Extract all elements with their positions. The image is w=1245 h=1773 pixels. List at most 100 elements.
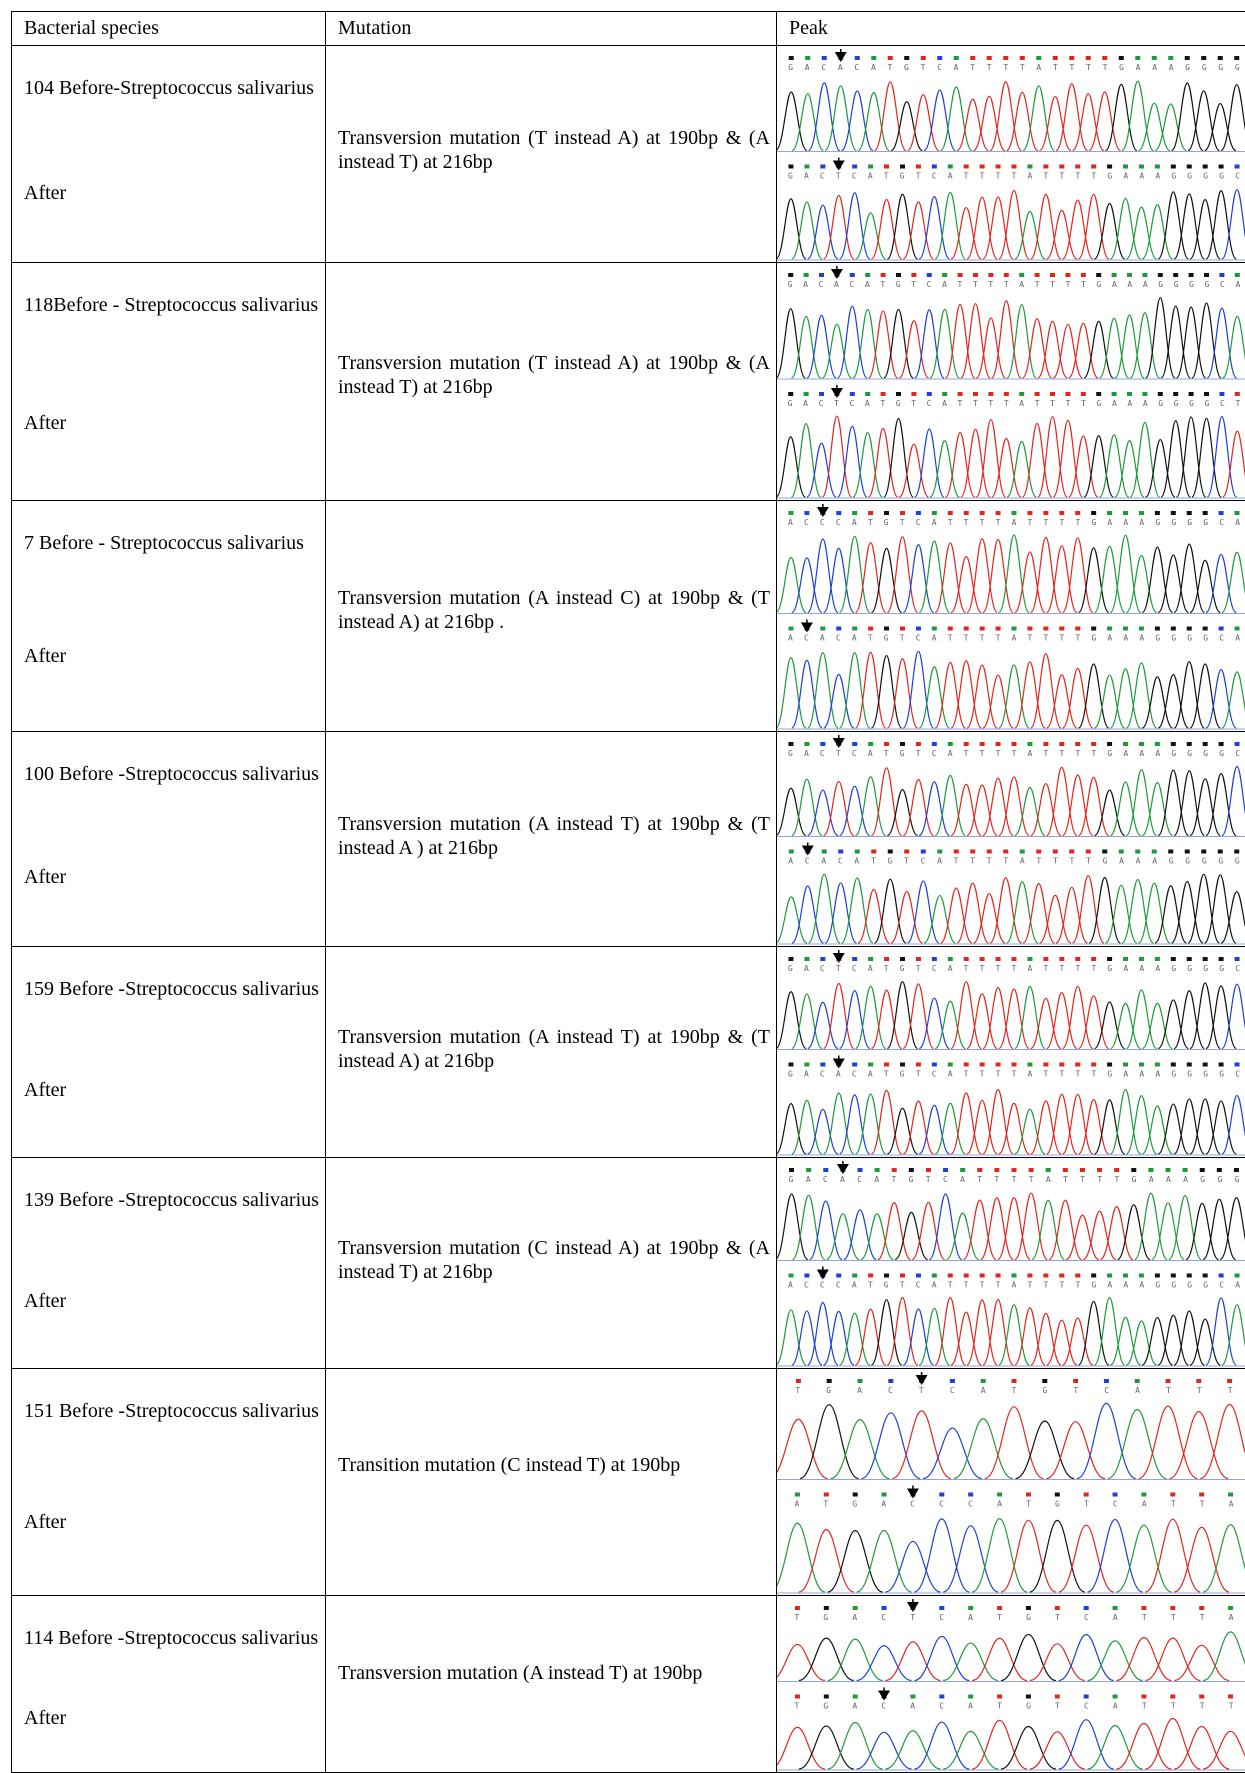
trace-peak: [1100, 1207, 1133, 1260]
base-marker: [1069, 56, 1074, 60]
trace-peak: [1073, 94, 1104, 151]
base-marker: [1075, 1063, 1080, 1067]
base-marker: [788, 392, 793, 396]
trace-peak: [791, 316, 820, 378]
chromatogram: GACACATGTCATTTTATTTTGAAAGGGGCAGACTCATGTC…: [777, 263, 1245, 501]
trace-peak: [1117, 1724, 1172, 1769]
trace-peak: [840, 786, 870, 835]
trace-peak: [1221, 892, 1245, 943]
base-marker: [1091, 1063, 1096, 1067]
base-marker: [795, 1493, 800, 1497]
trace-peak: [999, 989, 1029, 1048]
base-marker: [852, 511, 857, 515]
base-marker: [1235, 165, 1240, 169]
trace-peak: [1139, 883, 1170, 943]
base-marker: [822, 850, 827, 854]
base-marker: [1084, 1493, 1089, 1497]
base-marker: [1152, 56, 1157, 60]
base-marker: [1081, 392, 1086, 396]
base-marker: [804, 742, 809, 746]
base-marker: [916, 511, 921, 515]
trace-peak: [1117, 1525, 1172, 1592]
trace-peak: [792, 660, 822, 728]
base-marker: [788, 1274, 793, 1278]
base-marker: [1075, 511, 1080, 515]
base-marker: [948, 957, 953, 961]
trace-peak: [808, 205, 838, 259]
trace-peak: [777, 199, 806, 259]
base-marker: [884, 957, 889, 961]
base-marker: [1046, 1168, 1051, 1172]
trace-peak: [1142, 547, 1172, 612]
trace-peak: [792, 1311, 822, 1365]
base-marker: [853, 1493, 858, 1497]
base-marker: [852, 742, 857, 746]
trace-peak: [1122, 81, 1153, 150]
species: 118Before - Streptococcus salivarius: [24, 293, 319, 317]
base-marker: [884, 742, 889, 746]
trace-peak: [1089, 92, 1120, 150]
base-marker: [1219, 273, 1224, 277]
base-marker: [1141, 1493, 1146, 1497]
base-marker: [795, 1695, 800, 1699]
base-marker: [788, 957, 793, 961]
trace-peak: [983, 778, 1013, 835]
trace-peak: [1155, 886, 1186, 943]
base-marker: [1119, 56, 1124, 60]
trace-peak: [951, 784, 981, 835]
trace-peak: [1117, 1638, 1172, 1681]
trace-peak: [1110, 669, 1140, 728]
base-marker: [1155, 511, 1160, 515]
trace-peak: [1158, 1104, 1188, 1154]
base-marker: [805, 56, 810, 60]
base-marker: [932, 165, 937, 169]
trace-peak: [941, 888, 972, 943]
base-marker: [968, 1606, 973, 1610]
base-marker: [987, 850, 992, 854]
base-marker: [804, 165, 809, 169]
arrow-head: [878, 1691, 890, 1701]
trace-peak: [1122, 880, 1153, 943]
trace-peak: [1222, 984, 1245, 1048]
base-marker: [868, 165, 873, 169]
trace-peak: [799, 1726, 854, 1769]
trace-peak: [1176, 417, 1205, 497]
trace-peak: [1176, 307, 1205, 378]
base-marker: [1004, 273, 1009, 277]
base-marker: [910, 1695, 915, 1699]
base-marker: [1075, 165, 1080, 169]
base-marker: [1171, 627, 1176, 631]
base-calls: GACTCATGTCATTTTATTTTGAAAGGGGC: [788, 172, 1240, 181]
base-marker: [1075, 742, 1080, 746]
base-marker: [1227, 1379, 1232, 1383]
base-marker: [1053, 850, 1058, 854]
base-calls: GACACATGTCATTTTATTTTGAAAGGGG: [788, 63, 1240, 72]
base-marker: [964, 165, 969, 169]
base-marker: [820, 627, 825, 631]
trace-peak: [1015, 1308, 1045, 1365]
base-marker: [1158, 392, 1163, 396]
base-marker: [1235, 1274, 1240, 1278]
base-marker: [868, 742, 873, 746]
base-marker: [1139, 165, 1144, 169]
trace-peak: [1174, 194, 1204, 259]
base-marker: [968, 1695, 973, 1699]
header-cell: Mutation: [325, 11, 777, 46]
after-label: After: [24, 411, 66, 435]
trace-peak: [998, 1198, 1031, 1260]
base-marker: [1026, 1493, 1031, 1497]
base-marker: [1155, 165, 1160, 169]
base-calls: GACTCATGTCATTTTATTTTGAAAGGGGC: [788, 749, 1240, 758]
base-marker: [1168, 850, 1173, 854]
base-marker: [948, 742, 953, 746]
trace-peak: [858, 92, 889, 150]
base-marker: [1012, 1274, 1017, 1278]
base-marker: [1026, 1695, 1031, 1699]
base-marker: [904, 850, 909, 854]
arrow-head: [907, 1489, 919, 1499]
trace-peak: [981, 1198, 1014, 1260]
base-marker: [1196, 1379, 1201, 1383]
trace-peak: [838, 426, 867, 497]
trace-peak: [935, 662, 965, 728]
